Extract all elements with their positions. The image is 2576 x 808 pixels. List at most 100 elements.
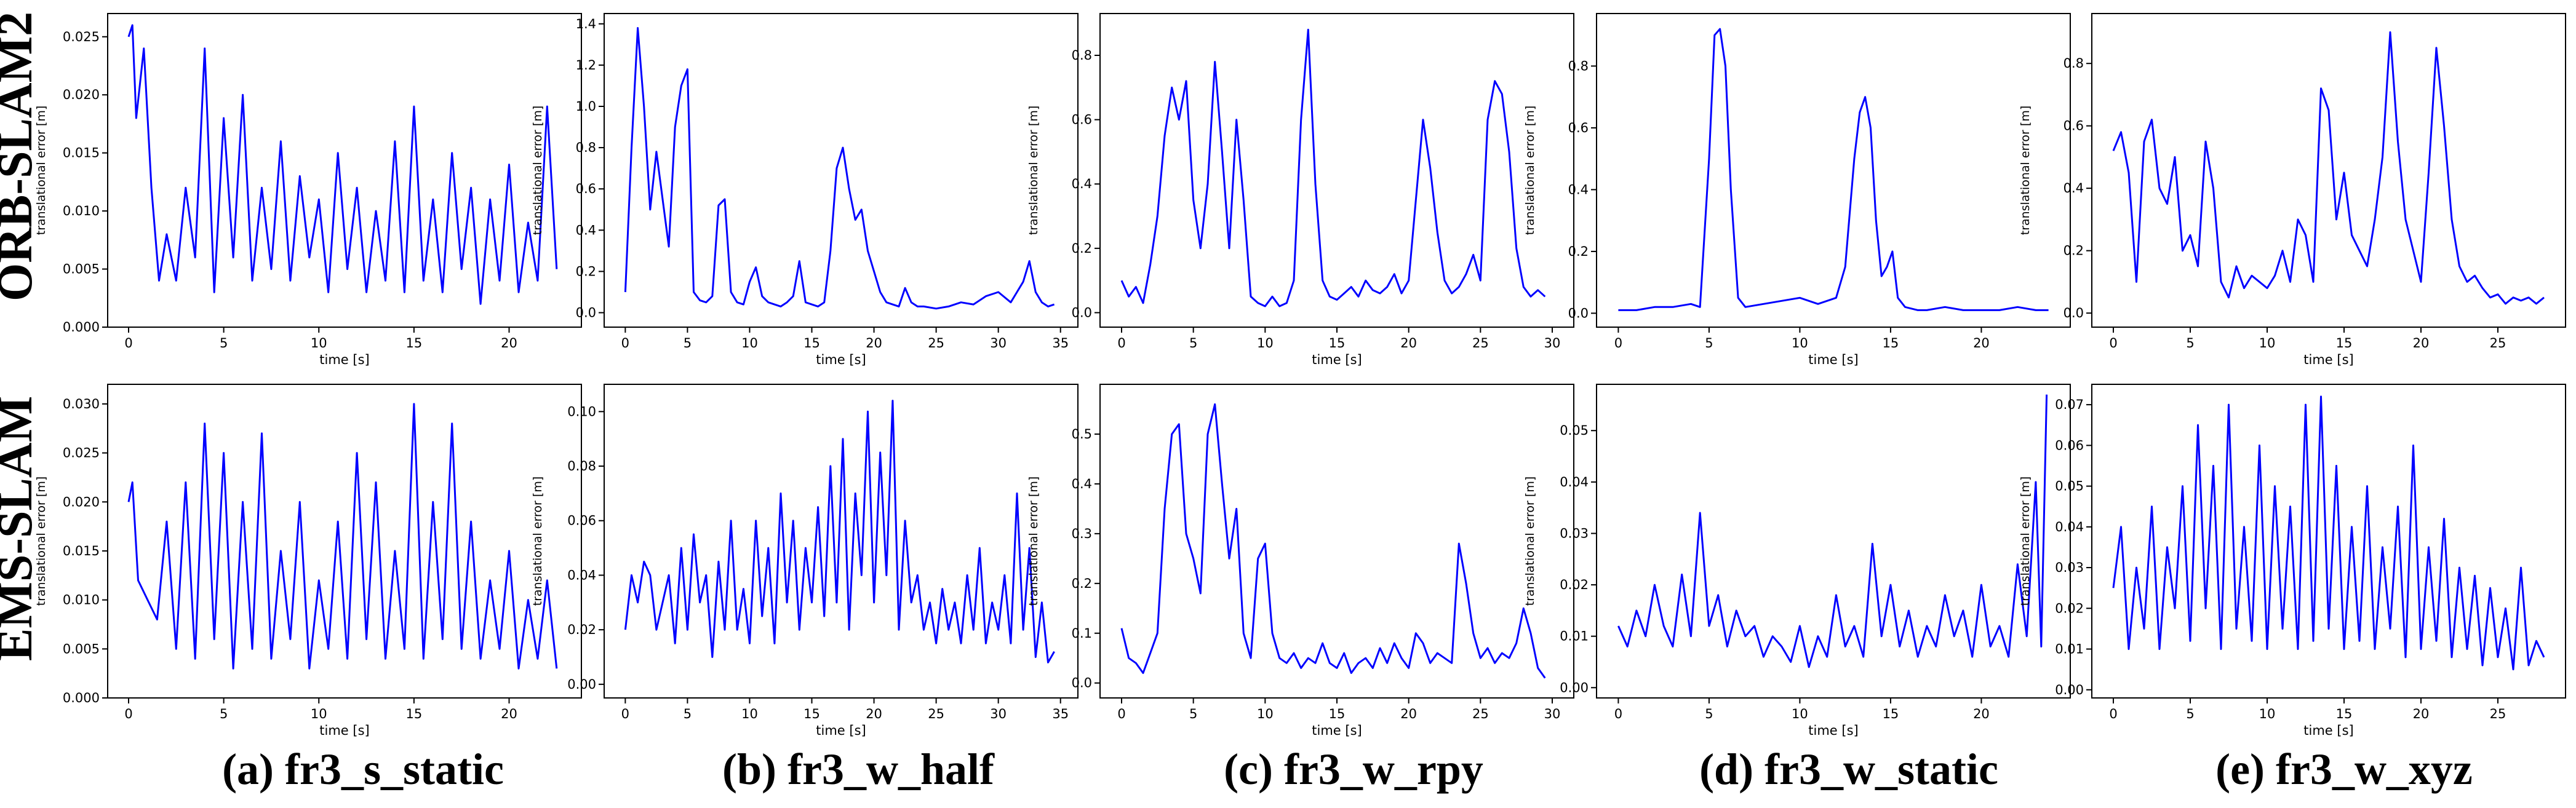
y-tick-label: 0.6	[1072, 113, 1092, 127]
y-tick-label: 0.4	[1072, 477, 1092, 491]
chart-ems-slam-fr3-w-xyz: 0 5 10 15 20 25 0.00 0.01 0.02 0.03 0.04 0.05 0.06 0.…	[2019, 384, 2566, 738]
x-axis-label: time [s]	[816, 723, 866, 738]
x-tick-label: 10	[2259, 707, 2276, 721]
y-axis-label: translational error [m]	[531, 106, 544, 236]
x-tick-label: 20	[1400, 336, 1417, 351]
y-tick-label: 0.0	[2064, 306, 2084, 320]
y-tick-label: 0.6	[2064, 119, 2084, 133]
chart-ems-slam-fr3-w-half: 0 5 10 15 20 25 30 35 0.00 0.02 0.04 0.06 0.08 0.10 ti…	[531, 384, 1079, 738]
y-tick-label: 0.05	[2055, 479, 2084, 494]
y-tick-label: 0.4	[1568, 182, 1589, 197]
x-tick-label: 0	[1614, 336, 1622, 351]
caption-e: (e) fr3_w_xyz	[2215, 745, 2473, 794]
caption-b: (b) fr3_w_half	[722, 745, 994, 794]
x-tick-label: 20	[866, 336, 882, 351]
y-tick-label: 0.02	[2055, 601, 2084, 616]
plot-frame	[1596, 13, 2071, 328]
x-tick-label: 0	[2109, 336, 2117, 351]
x-tick-label: 5	[1189, 336, 1197, 351]
y-tick-label: 0.010	[63, 204, 100, 218]
y-tick-label: 0.2	[1072, 576, 1092, 591]
x-axis-label: time [s]	[2303, 352, 2353, 367]
x-tick-label: 15	[1883, 707, 1899, 721]
y-tick-label: 0.5	[1072, 427, 1092, 442]
y-axis-label: translational error [m]	[2019, 477, 2032, 606]
y-tick-label: 0.0	[1072, 676, 1092, 691]
x-tick-label: 10	[311, 707, 327, 721]
y-tick-label: 0.4	[2064, 181, 2084, 196]
x-tick-label: 5	[1705, 336, 1713, 351]
y-tick-label: 0.000	[63, 691, 100, 705]
x-tick-label: 15	[1329, 336, 1346, 351]
y-tick-label: 1.4	[576, 17, 596, 31]
y-tick-label: 0.07	[2055, 397, 2084, 412]
x-tick-label: 35	[1052, 707, 1069, 721]
x-axis-label: time [s]	[1312, 352, 1362, 367]
y-axis-label: translational error [m]	[34, 106, 48, 236]
x-tick-label: 5	[1705, 707, 1713, 721]
x-axis-label: time [s]	[319, 723, 369, 738]
x-tick-label: 35	[1052, 336, 1069, 351]
x-axis-label: time [s]	[816, 352, 866, 367]
x-tick-label: 0	[621, 336, 629, 351]
y-tick-label: 0.010	[63, 593, 100, 608]
series-line	[2112, 31, 2545, 305]
y-tick-label: 0.4	[1072, 176, 1092, 191]
y-tick-label: 1.2	[576, 58, 596, 73]
x-tick-label: 20	[1400, 707, 1417, 721]
x-tick-label: 20	[1973, 707, 1990, 721]
x-tick-label: 30	[1544, 707, 1561, 721]
x-tick-label: 5	[2186, 336, 2194, 351]
y-tick-label: 0.03	[1560, 526, 1589, 541]
chart-ems-slam-fr3-s-static: 0 5 10 15 20 0.000 0.005 0.010 0.015 0.020 0.025 0.…	[34, 384, 582, 738]
y-tick-label: 0.03	[2055, 560, 2084, 575]
x-tick-label: 15	[2336, 707, 2353, 721]
y-tick-label: 0.000	[63, 320, 100, 335]
y-tick-label: 0.05	[1560, 423, 1589, 438]
chart-orb-slam2-fr3-w-half: 0 5 10 15 20 25 30 35 0.0 0.2 0.4 0.6 0.8 1.0 1.2 1.4 ti…	[531, 13, 1079, 367]
y-tick-label: 0.8	[576, 140, 596, 155]
y-tick-label: 0.0	[576, 306, 596, 320]
y-tick-label: 0.02	[567, 622, 596, 637]
y-tick-label: 0.01	[2055, 642, 2084, 657]
chart-orb-slam2-fr3-w-xyz: 0 5 10 15 20 25 0.0 0.2 0.4 0.6 0.8 time [s] transla…	[2019, 13, 2566, 367]
y-tick-label: 0.3	[1072, 526, 1092, 541]
y-tick-label: 0.02	[1560, 577, 1589, 592]
y-axis-label: translational error [m]	[1027, 477, 1040, 606]
x-tick-label: 15	[1883, 336, 1899, 351]
plot-frame	[604, 13, 1079, 328]
plot-frame	[604, 384, 1079, 699]
x-tick-label: 25	[2490, 707, 2506, 721]
y-axis-label: translational error [m]	[34, 477, 48, 606]
x-tick-label: 15	[804, 336, 820, 351]
y-tick-label: 0.2	[1568, 244, 1589, 259]
chart-orb-slam2-fr3-s-static: 0 5 10 15 20 0.000 0.005 0.010 0.015 0.020 0.025 ti…	[34, 13, 582, 367]
y-tick-label: 0.005	[63, 641, 100, 656]
series-line	[624, 400, 1055, 663]
x-axis-label: time [s]	[1312, 723, 1362, 738]
y-tick-label: 0.06	[2055, 438, 2084, 453]
x-tick-label: 25	[1472, 336, 1489, 351]
plot-frame	[107, 13, 582, 328]
x-tick-label: 0	[621, 707, 629, 721]
y-tick-label: 0.2	[1072, 241, 1092, 256]
y-tick-label: 0.020	[63, 87, 100, 102]
x-tick-label: 20	[866, 707, 882, 721]
x-tick-label: 0	[1117, 707, 1125, 721]
y-axis-label: translational error [m]	[1523, 106, 1537, 236]
x-tick-label: 25	[1472, 707, 1489, 721]
y-axis-label: translational error [m]	[1027, 106, 1040, 236]
x-tick-label: 10	[311, 336, 327, 351]
x-tick-label: 5	[684, 336, 692, 351]
x-tick-label: 15	[2336, 336, 2353, 351]
y-tick-label: 0.04	[1560, 475, 1589, 489]
y-tick-label: 0.0	[1072, 305, 1092, 320]
x-tick-label: 10	[1792, 336, 1808, 351]
caption-c: (c) fr3_w_rpy	[1224, 745, 1483, 794]
x-tick-label: 20	[501, 707, 517, 721]
x-tick-label: 20	[501, 336, 517, 351]
y-tick-label: 0.015	[63, 544, 100, 558]
y-tick-label: 0.2	[2064, 244, 2084, 258]
x-tick-label: 0	[124, 707, 132, 721]
